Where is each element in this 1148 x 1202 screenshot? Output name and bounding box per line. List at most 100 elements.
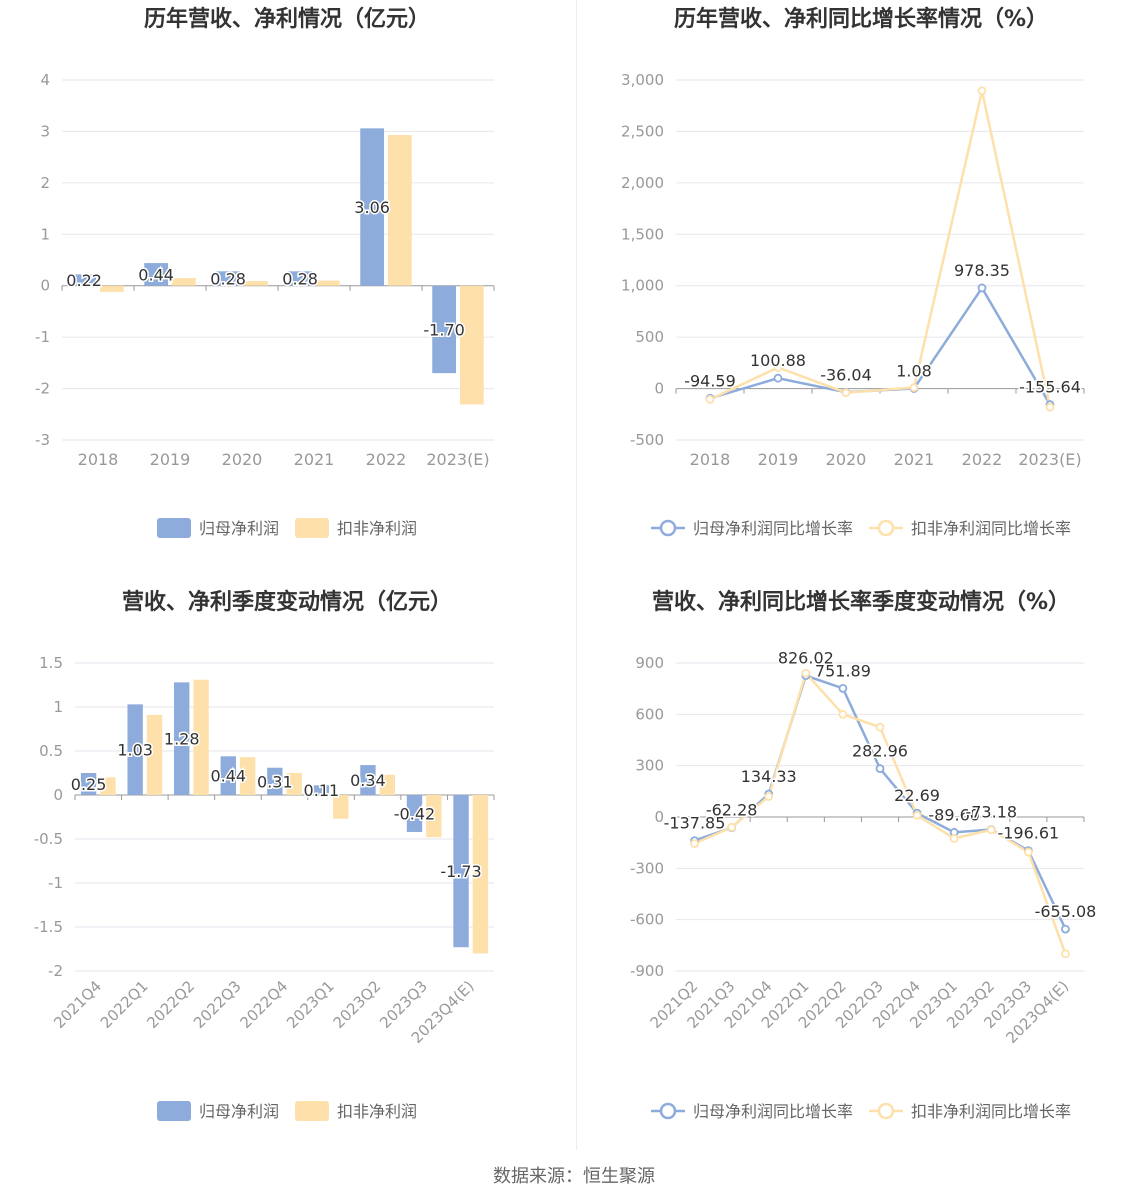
bar-parent-net-profit [453, 795, 469, 948]
data-label: -94.59 [684, 371, 736, 390]
legend-label: 扣非净利润 [337, 1102, 417, 1121]
bar-parent-net-profit [72, 274, 96, 286]
bar-parent-net-profit [360, 128, 384, 286]
bar-parent-net-profit [288, 271, 312, 286]
y-tick-label: -1.5 [34, 918, 63, 936]
chart-title: 营收、净利同比增长率季度变动情况（%） [652, 589, 1070, 615]
legend-label: 归母净利润同比增长率 [693, 519, 853, 538]
data-label: 134.33 [741, 767, 797, 786]
bar-deducted-net-profit [193, 679, 209, 795]
bar-deducted-net-profit [100, 777, 116, 795]
bar-deducted-net-profit [379, 774, 395, 795]
x-tick-label: 2022 [366, 450, 407, 469]
y-tick-label: 0 [40, 277, 50, 295]
y-tick-label: 0 [53, 786, 63, 804]
point-deducted-growth [841, 388, 851, 398]
point-deducted-growth [773, 363, 783, 372]
data-label: 0.28 [282, 270, 318, 289]
point-deducted-growth [875, 722, 885, 732]
data-label: 100.88 [750, 351, 806, 370]
line-deducted-growth [709, 90, 1052, 408]
y-tick-label: 900 [635, 654, 664, 672]
y-tick-label: 1 [40, 225, 50, 243]
point-parent-growth [977, 283, 987, 293]
y-tick-label: 3,000 [621, 71, 664, 89]
data-label: 1.28 [164, 730, 200, 749]
x-tick-label: 2021 [894, 450, 935, 469]
data-label: 0.22 [66, 271, 102, 290]
data-label: 1.03 [117, 741, 153, 760]
y-tick-label: 1 [53, 698, 63, 716]
legend-label: 归母净利润 [199, 1102, 279, 1121]
data-label: -137.85 [664, 814, 726, 833]
bar-deducted-net-profit [316, 280, 340, 286]
annual-growth-panel: 历年营收、净利同比增长率情况（%） 3,000 2,500 2,000 1,500 1,0… [574, 0, 1148, 583]
point-deducted-growth [912, 810, 922, 820]
legend-marker [659, 519, 677, 537]
line-parent-growth [709, 285, 1052, 406]
data-label: -62.28 [706, 801, 758, 820]
bar-parent-net-profit [313, 785, 330, 795]
bar-deducted-net-profit [286, 773, 302, 795]
x-tick-label: 2020 [826, 450, 867, 469]
y-tick-label: 2,500 [621, 122, 664, 140]
bar-deducted-net-profit [172, 278, 196, 286]
point-parent-growth [875, 764, 885, 773]
x-tick-label: 2021Q4 [50, 977, 105, 1032]
bar-deducted-net-profit [100, 285, 124, 292]
point-parent-growth [838, 683, 848, 693]
legend-swatch [295, 1101, 329, 1121]
legend-label: 扣非净利润同比增长率 [911, 519, 1071, 538]
point-deducted-growth [949, 833, 959, 843]
quarterly-profit-chart: 营收、净利季度变动情况（亿元） 1.5 1 0.5 0 -0.5 -1 -1.5 -22021Q… [34, 589, 495, 1121]
point-parent-growth [773, 373, 783, 383]
data-label: 282.96 [852, 742, 908, 761]
quarterly-growth-chart: 营收、净利同比增长率季度变动情况（%） 900 600 300 0 -300 -600 -90… [630, 589, 1098, 1121]
y-tick-label: -600 [630, 911, 664, 929]
y-tick-label: -300 [630, 859, 664, 877]
y-tick-label: 0.5 [39, 742, 63, 760]
point-deducted-growth [1061, 949, 1070, 959]
data-label: 0.25 [71, 775, 107, 794]
point-deducted-growth [690, 839, 699, 848]
annual-profit-panel: 历年营收、净利情况（亿元） 4 3 2 1 0 -1 -2 -3 2018 2019 2020 2021… [0, 0, 574, 583]
data-label: -196.61 [997, 824, 1059, 843]
data-label: 978.35 [954, 261, 1010, 280]
x-tick-label: 2022Q1 [97, 977, 152, 1032]
point-parent-growth [1061, 924, 1070, 934]
legend-label: 归母净利润同比增长率 [693, 1102, 853, 1121]
quarterly-growth-panel: 营收、净利同比增长率季度变动情况（%） 900 600 300 0 -300 -600 -90… [574, 583, 1148, 1166]
bar-parent-net-profit [267, 767, 283, 795]
data-label: 3.06 [354, 198, 390, 217]
bar-parent-net-profit [144, 263, 168, 286]
data-label: 751.89 [815, 661, 871, 680]
bar-deducted-net-profit [460, 285, 484, 405]
y-tick-label: -500 [630, 431, 664, 449]
y-tick-label: -0.5 [34, 830, 63, 848]
bar-parent-net-profit [216, 271, 240, 286]
panel-divider [576, 0, 577, 1150]
y-tick-label: -1 [48, 874, 63, 892]
y-tick-label: 0 [654, 380, 664, 398]
point-deducted-growth [764, 792, 774, 801]
bar-parent-net-profit [174, 682, 190, 795]
data-source-note: 数据来源：恒生聚源 [493, 1166, 655, 1187]
y-tick-label: -1 [35, 328, 50, 346]
legend-label: 扣非净利润 [337, 519, 417, 538]
y-tick-label: 1,000 [621, 277, 664, 295]
y-tick-label: -900 [630, 962, 664, 980]
data-label: 826.02 [778, 649, 834, 668]
x-tick-label: 2023Q2 [330, 977, 385, 1032]
y-tick-label: 1,500 [621, 225, 664, 243]
bar-parent-net-profit [360, 765, 376, 795]
point-deducted-growth [705, 394, 715, 404]
data-label: -655.08 [1035, 902, 1097, 921]
bar-parent-net-profit [80, 773, 97, 795]
legend-swatch [157, 1101, 191, 1121]
bar-deducted-net-profit [239, 757, 256, 795]
x-tick-label: 2022Q2 [143, 977, 198, 1032]
x-tick-label: 2018 [78, 450, 119, 469]
x-tick-label: 2021 [294, 450, 335, 469]
y-tick-label: 600 [635, 705, 664, 723]
data-label: 0.44 [210, 767, 246, 786]
